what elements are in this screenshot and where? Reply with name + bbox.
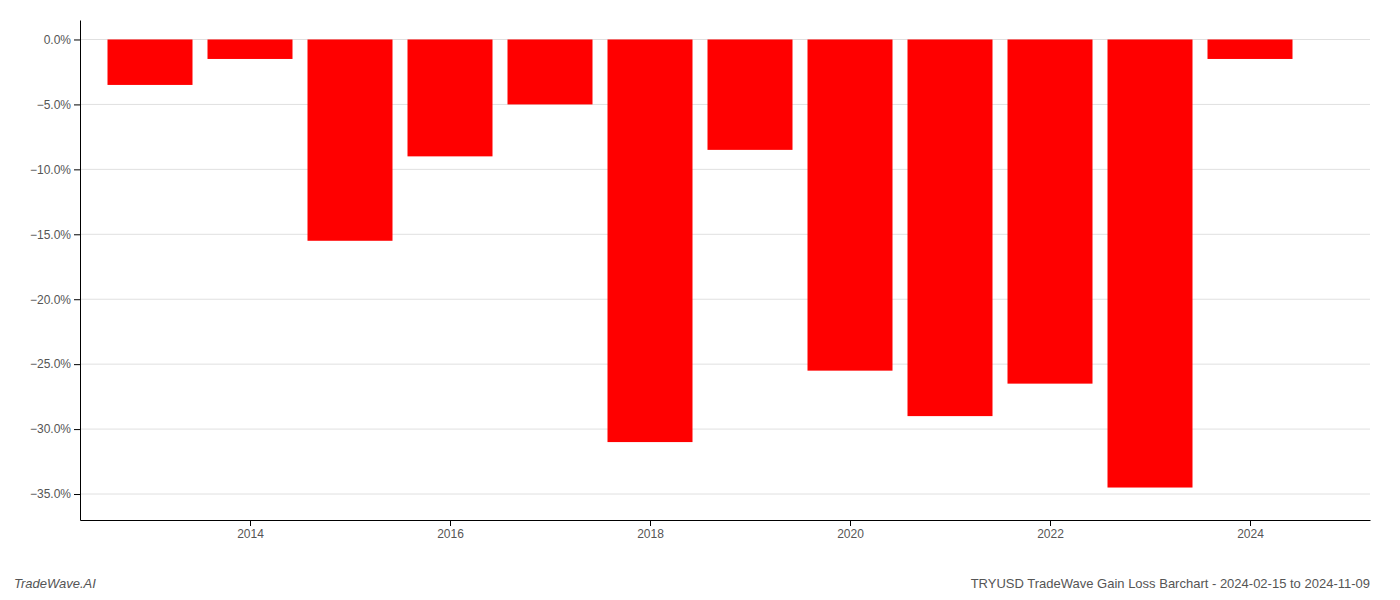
y-tick: −20.0%: [30, 293, 80, 307]
y-tick-label: −20.0%: [30, 293, 71, 307]
x-tick-label: 2016: [437, 527, 464, 541]
bars: [108, 39, 1293, 487]
y-tick-mark: [74, 364, 80, 365]
y-tick-mark: [74, 104, 80, 105]
y-tick-label: −30.0%: [30, 422, 71, 436]
y-tick-mark: [74, 39, 80, 40]
y-tick-label: −25.0%: [30, 357, 71, 371]
y-tick: −35.0%: [30, 487, 80, 501]
title: TRYUSD TradeWave Gain Loss Barchart - 20…: [971, 576, 1370, 591]
x-tick-label: 2020: [837, 527, 864, 541]
bar: [508, 39, 593, 104]
x-tick: 2014: [237, 520, 264, 541]
x-tick: 2024: [1237, 520, 1264, 541]
bar: [108, 39, 193, 84]
y-axis-line: [80, 21, 81, 521]
watermark: TradeWave.AI: [14, 576, 96, 591]
y-tick: −5.0%: [37, 98, 80, 112]
x-tick-label: 2022: [1037, 527, 1064, 541]
y-tick: −25.0%: [30, 357, 80, 371]
y-tick-label: −5.0%: [37, 98, 72, 112]
x-tick: 2020: [837, 520, 864, 541]
y-tick: 0.0%: [44, 33, 80, 47]
x-tick-mark: [650, 520, 651, 526]
y-tick-mark: [74, 494, 80, 495]
y-tick-label: −35.0%: [30, 487, 71, 501]
bar: [1108, 39, 1193, 487]
bar: [1008, 39, 1093, 383]
bar: [1208, 39, 1293, 58]
bar: [408, 39, 493, 156]
bar: [808, 39, 893, 370]
x-tick-label: 2018: [637, 527, 664, 541]
x-tick: 2018: [637, 520, 664, 541]
y-tick-label: −10.0%: [30, 163, 71, 177]
y-tick-mark: [74, 234, 80, 235]
x-axis-line: [81, 520, 1371, 521]
y-axis: 0.0% −5.0% −10.0% −15.0% −20.0% −25.0% −30.0% −…: [30, 21, 81, 521]
y-tick-label: 0.0%: [44, 33, 72, 47]
grid: [80, 39, 1370, 494]
x-tick-mark: [1050, 520, 1051, 526]
x-tick-label: 2014: [237, 527, 264, 541]
x-tick: 2022: [1037, 520, 1064, 541]
y-tick: −30.0%: [30, 422, 80, 436]
x-tick-mark: [1250, 520, 1251, 526]
grid-line: [80, 494, 1370, 495]
x-axis: 2014 2016 2018 2020 2022 2024: [81, 520, 1371, 541]
y-tick: −10.0%: [30, 163, 80, 177]
bar: [908, 39, 993, 416]
y-tick: −15.0%: [30, 228, 80, 242]
y-tick-mark: [74, 299, 80, 300]
x-tick: 2016: [437, 520, 464, 541]
chart-svg: 0.0% −5.0% −10.0% −15.0% −20.0% −25.0% −30.0% −…: [0, 0, 1400, 600]
x-tick-mark: [850, 520, 851, 526]
plot-area: 0.0% −5.0% −10.0% −15.0% −20.0% −25.0% −30.0% −…: [30, 21, 1371, 541]
bar: [608, 39, 693, 442]
y-tick-mark: [74, 169, 80, 170]
x-tick-label: 2024: [1237, 527, 1264, 541]
y-tick-mark: [74, 429, 80, 430]
bar: [708, 39, 793, 149]
y-tick-label: −15.0%: [30, 228, 71, 242]
chart-container: 0.0% −5.0% −10.0% −15.0% −20.0% −25.0% −30.0% −…: [0, 0, 1400, 600]
bar: [208, 39, 293, 58]
x-tick-mark: [250, 520, 251, 526]
bar: [308, 39, 393, 240]
x-tick-mark: [450, 520, 451, 526]
